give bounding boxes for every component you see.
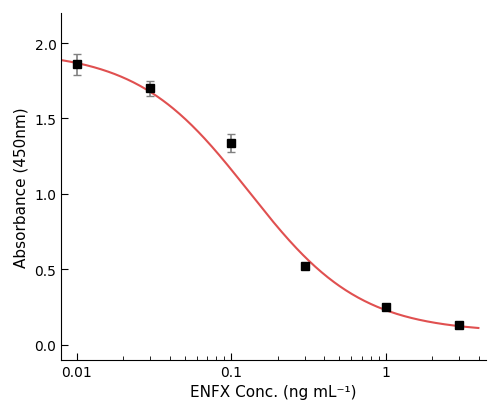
Y-axis label: Absorbance (450nm): Absorbance (450nm) (14, 107, 29, 267)
X-axis label: ENFX Conc. (ng mL⁻¹): ENFX Conc. (ng mL⁻¹) (190, 384, 357, 399)
